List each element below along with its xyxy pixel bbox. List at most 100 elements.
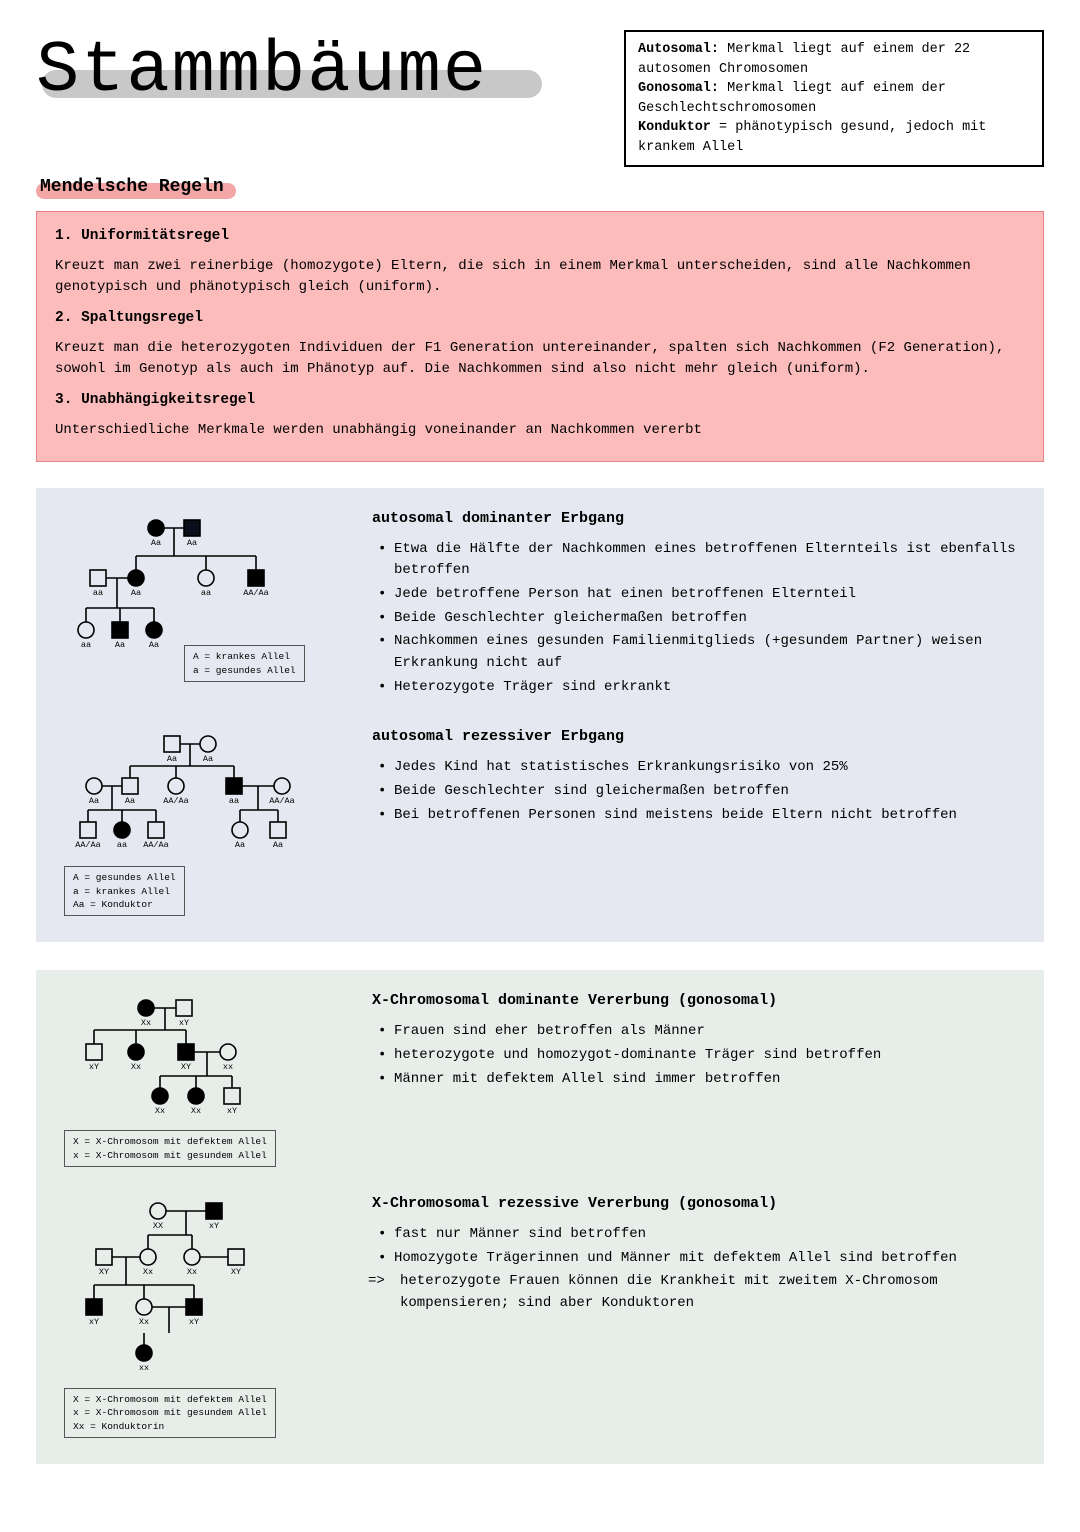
- svg-text:AA/Aa: AA/Aa: [143, 840, 169, 850]
- ad-bullets: Etwa die Hälfte der Nachkommen eines bet…: [372, 539, 1016, 699]
- list-item: Männer mit defektem Allel sind immer bet…: [378, 1069, 1016, 1091]
- svg-text:Aa: Aa: [89, 796, 99, 806]
- svg-text:aa: aa: [229, 796, 239, 806]
- list-item: Homozygote Trägerinnen und Männer mit de…: [378, 1248, 1016, 1270]
- def-konduktor-term: Konduktor: [638, 120, 711, 135]
- subtitle-block: Mendelsche Regeln: [36, 177, 224, 197]
- svg-text:Aa: Aa: [115, 640, 125, 650]
- list-item: Etwa die Hälfte der Nachkommen eines bet…: [378, 539, 1016, 582]
- svg-text:xY: xY: [209, 1221, 219, 1231]
- svg-text:AA/Aa: AA/Aa: [243, 588, 269, 598]
- ar-title: autosomal rezessiver Erbgang: [372, 728, 1016, 745]
- def-autosomal-term: Autosomal:: [638, 42, 719, 57]
- rule3-heading: 3. Unabhängigkeitsregel: [55, 390, 1025, 412]
- def-konduktor: Konduktor = phänotypisch gesund, jedoch …: [638, 118, 1030, 157]
- xr-pedigree-svg: XX xY XY Xx Xx XY xY Xx xY xx: [64, 1195, 304, 1380]
- list-item-arrow: heterozygote Frauen können die Krankheit…: [378, 1271, 1016, 1314]
- svg-text:Aa: Aa: [273, 840, 283, 850]
- rule1-heading: 1. Uniformitätsregel: [55, 226, 1025, 248]
- def-autosomal: Autosomal: Merkmal liegt auf einem der 2…: [638, 40, 1030, 79]
- list-item: heterozygote und homozygot-dominante Trä…: [378, 1045, 1016, 1067]
- svg-text:Aa: Aa: [167, 754, 177, 764]
- svg-text:XY: XY: [181, 1062, 191, 1072]
- svg-text:xY: xY: [179, 1018, 189, 1028]
- page-title: Stammbäume: [36, 30, 488, 112]
- svg-text:Aa: Aa: [151, 538, 161, 548]
- def-gonosomal-term: Gonosomal:: [638, 81, 719, 96]
- rule2-heading: 2. Spaltungsregel: [55, 308, 1025, 330]
- autosomal-dominant-row: AaAaaaAaaaAA/AaaaAaAa A = krankes Allel …: [64, 510, 1016, 701]
- svg-text:Aa: Aa: [235, 840, 245, 850]
- svg-text:Xx: Xx: [139, 1317, 149, 1327]
- svg-text:xx: xx: [223, 1062, 233, 1072]
- list-item: Heterozygote Träger sind erkrankt: [378, 677, 1016, 699]
- xd-legend-text: X = X-Chromosom mit defektem Allel x = X…: [73, 1136, 267, 1160]
- autosomal-recessive-row: AaAaAaAaAA/AaaaAA/AaAA/AaaaAA/AaAaAa A =…: [64, 728, 1016, 916]
- svg-text:xY: xY: [89, 1317, 99, 1327]
- xd-pedigree-svg: Xx xY xY Xx XY xx Xx Xx xY: [64, 992, 304, 1122]
- list-item: Bei betroffenen Personen sind meistens b…: [378, 805, 1016, 827]
- svg-text:xY: xY: [189, 1317, 199, 1327]
- svg-text:xx: xx: [139, 1363, 149, 1373]
- list-item: Frauen sind eher betroffen als Männer: [378, 1021, 1016, 1043]
- rule2-text: Kreuzt man die heterozygoten Individuen …: [55, 338, 1025, 380]
- x-dominant-row: Xx xY xY Xx XY xx Xx Xx xY X = X-Chromosom mit d…: [64, 992, 1016, 1167]
- xr-bullets: fast nur Männer sind betroffenHomozygote…: [372, 1224, 1016, 1315]
- svg-text:Xx: Xx: [143, 1267, 153, 1277]
- gonosomal-panel: Xx xY xY Xx XY xx Xx Xx xY X = X-Chromosom mit d…: [36, 970, 1044, 1463]
- rule3-text: Unterschiedliche Merkmale werden unabhän…: [55, 420, 1025, 441]
- list-item: Nachkommen eines gesunden Familienmitgli…: [378, 631, 1016, 674]
- list-item: Beide Geschlechter gleichermaßen betroff…: [378, 608, 1016, 630]
- autosomal-panel: Aa Aa aa Aa aa AA/Aa aa Aa Aa A = krankes Allel …: [36, 488, 1044, 943]
- svg-text:Aa: Aa: [187, 538, 197, 548]
- svg-text:aa: aa: [117, 840, 127, 850]
- xr-title: X-Chromosomal rezessive Vererbung (gonos…: [372, 1195, 1016, 1212]
- xr-desc: X-Chromosomal rezessive Vererbung (gonos…: [372, 1195, 1016, 1438]
- list-item: Beide Geschlechter sind gleichermaßen be…: [378, 781, 1016, 803]
- svg-text:aa: aa: [201, 588, 211, 598]
- ar-bullets: Jedes Kind hat statistisches Erkrankungs…: [372, 757, 1016, 826]
- svg-text:Xx: Xx: [141, 1018, 151, 1028]
- ar-legend-text: A = gesundes Allel a = krankes Allel Aa …: [73, 872, 176, 910]
- ad-desc: autosomal dominanter Erbgang Etwa die Hä…: [372, 510, 1016, 701]
- svg-text:Xx: Xx: [187, 1267, 197, 1277]
- rule1-text: Kreuzt man zwei reinerbige (homozygote) …: [55, 256, 1025, 298]
- ar-pedigree-svg: AaAaAaAaAA/AaaaAA/AaAA/AaaaAA/AaAaAa: [64, 728, 324, 858]
- xd-tree-col: Xx xY xY Xx XY xx Xx Xx xY X = X-Chromosom mit d…: [64, 992, 344, 1167]
- title-block: Stammbäume: [36, 30, 604, 112]
- xd-title: X-Chromosomal dominante Vererbung (gonos…: [372, 992, 1016, 1009]
- list-item: Jedes Kind hat statistisches Erkrankungs…: [378, 757, 1016, 779]
- xd-legend: X = X-Chromosom mit defektem Allel x = X…: [64, 1130, 276, 1167]
- xd-bullets: Frauen sind eher betroffen als Männerhet…: [372, 1021, 1016, 1090]
- ad-legend-text: A = krankes Allel a = gesundes Allel: [193, 651, 296, 675]
- svg-text:Aa: Aa: [149, 640, 159, 650]
- svg-text:xY: xY: [89, 1062, 99, 1072]
- svg-text:XY: XY: [99, 1267, 109, 1277]
- subtitle: Mendelsche Regeln: [36, 177, 224, 197]
- svg-text:AA/Aa: AA/Aa: [163, 796, 189, 806]
- xr-legend: X = X-Chromosom mit defektem Allel x = X…: [64, 1388, 276, 1438]
- ar-desc: autosomal rezessiver Erbgang Jedes Kind …: [372, 728, 1016, 916]
- ad-legend: A = krankes Allel a = gesundes Allel: [184, 645, 305, 682]
- definitions-box: Autosomal: Merkmal liegt auf einem der 2…: [624, 30, 1044, 167]
- ar-tree-col: AaAaAaAaAA/AaaaAA/AaAA/AaaaAA/AaAaAa A =…: [64, 728, 344, 916]
- list-item: Jede betroffene Person hat einen betroff…: [378, 584, 1016, 606]
- ad-tree-col: AaAaaaAaaaAA/AaaaAaAa A = krankes Allel …: [64, 510, 344, 701]
- ad-pedigree-svg: AaAaaaAaaaAA/AaaaAaAa: [64, 510, 324, 660]
- svg-text:xY: xY: [227, 1106, 237, 1116]
- ar-legend: A = gesundes Allel a = krankes Allel Aa …: [64, 866, 185, 916]
- svg-text:Xx: Xx: [191, 1106, 201, 1116]
- svg-text:Xx: Xx: [131, 1062, 141, 1072]
- svg-text:XX: XX: [153, 1221, 163, 1231]
- svg-text:aa: aa: [93, 588, 103, 598]
- x-recessive-row: XX xY XY Xx Xx XY xY Xx xY xx X = X-Chromosom mit…: [64, 1195, 1016, 1438]
- svg-text:Xx: Xx: [155, 1106, 165, 1116]
- svg-text:XY: XY: [231, 1267, 241, 1277]
- def-gonosomal: Gonosomal: Merkmal liegt auf einem der G…: [638, 79, 1030, 118]
- svg-text:Aa: Aa: [203, 754, 213, 764]
- list-item: fast nur Männer sind betroffen: [378, 1224, 1016, 1246]
- ad-title: autosomal dominanter Erbgang: [372, 510, 1016, 527]
- mendel-rules-box: 1. Uniformitätsregel Kreuzt man zwei rei…: [36, 211, 1044, 461]
- header-row: Stammbäume Autosomal: Merkmal liegt auf …: [36, 30, 1044, 167]
- svg-text:Aa: Aa: [125, 796, 135, 806]
